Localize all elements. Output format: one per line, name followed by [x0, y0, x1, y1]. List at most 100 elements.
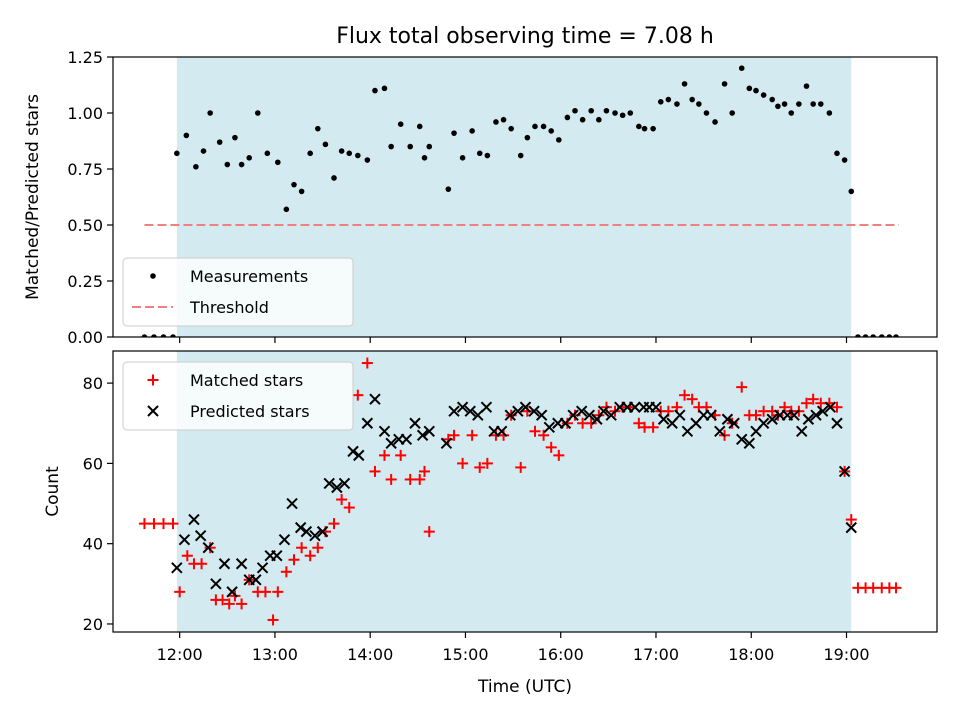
legend: Measurements Threshold	[122, 257, 354, 327]
x-b	[512, 405, 524, 417]
x-b	[309, 529, 321, 542]
data-point	[572, 107, 578, 114]
data-point	[845, 514, 857, 526]
data-point	[361, 357, 373, 369]
x-b	[728, 417, 740, 429]
data-point	[721, 81, 728, 87]
x-tick-label: 19:00	[823, 645, 869, 664]
data-point	[416, 429, 429, 442]
data-point	[736, 433, 748, 446]
x-b	[674, 409, 686, 421]
data-point	[267, 614, 279, 626]
data-point	[481, 457, 493, 469]
plot-area	[141, 65, 899, 337]
data-point	[309, 529, 321, 542]
x-b	[583, 409, 596, 421]
data-point	[294, 521, 307, 534]
data-point	[307, 150, 313, 157]
data-point	[528, 405, 540, 417]
axes-frame	[112, 56, 938, 338]
y-tick-label: 80	[83, 374, 103, 393]
y-tick-label: 0.75	[67, 160, 103, 179]
data-point	[331, 481, 343, 494]
data-point	[760, 92, 767, 98]
x-b	[480, 401, 493, 413]
x-b	[323, 477, 335, 490]
legend-box	[122, 257, 354, 327]
data-point	[193, 163, 199, 170]
data-point	[636, 123, 642, 130]
x-b	[504, 409, 516, 421]
data-point	[223, 598, 235, 610]
x-b	[650, 401, 662, 413]
data-point	[355, 152, 361, 159]
data-point	[800, 397, 812, 409]
data-point	[796, 425, 808, 437]
data-point	[493, 119, 499, 125]
data-point	[148, 518, 160, 530]
chart-title: Flux total observing time = 7.08 h	[336, 24, 714, 49]
data-point	[338, 148, 345, 154]
data-point	[300, 525, 313, 538]
data-point	[535, 409, 548, 421]
series-predicted-stars	[171, 393, 857, 598]
data-point	[714, 425, 726, 437]
data-point	[728, 417, 740, 429]
data-point	[775, 103, 781, 110]
data-point	[288, 554, 300, 566]
data-point	[553, 449, 565, 461]
data-point	[183, 132, 190, 139]
data-point	[280, 566, 292, 578]
data-point	[178, 533, 191, 546]
x-b	[202, 541, 214, 554]
data-point	[235, 558, 248, 570]
x-b	[788, 409, 800, 421]
x-tick-label: 14:00	[347, 645, 393, 664]
axes-frame	[112, 350, 938, 633]
data-point	[200, 148, 207, 154]
data-point	[772, 409, 784, 421]
data-point	[579, 116, 586, 123]
data-point	[512, 405, 524, 417]
data-point	[207, 110, 213, 116]
data-point	[696, 101, 702, 107]
data-point	[619, 112, 626, 119]
x-b	[838, 465, 851, 478]
data-point	[226, 586, 238, 598]
data-point	[686, 393, 698, 405]
data-point	[848, 188, 855, 195]
data-point	[445, 186, 452, 192]
data-point	[238, 161, 245, 168]
x-b	[271, 550, 283, 562]
x-b	[361, 417, 374, 429]
x-tick-label: 13:00	[252, 645, 298, 664]
x-b	[409, 417, 421, 429]
data-point	[291, 181, 297, 188]
x-b	[331, 481, 343, 494]
data-point	[397, 121, 404, 127]
x-b	[831, 417, 843, 429]
data-point	[202, 541, 214, 554]
data-point	[824, 401, 837, 413]
x-b	[816, 405, 829, 417]
data-point	[627, 110, 634, 116]
data-point	[746, 85, 753, 92]
x-b	[226, 586, 238, 598]
data-point	[810, 101, 816, 107]
data-point	[521, 405, 533, 417]
data-point	[545, 441, 557, 453]
data-point	[519, 401, 532, 413]
data-point	[456, 401, 469, 413]
data-point	[160, 334, 167, 337]
count-panel: 20 40 60 80 Count 12:00 13:00 14:00 15:00 16:00 17…	[43, 350, 938, 664]
data-point	[174, 586, 186, 598]
data-point	[810, 409, 822, 421]
data-point	[322, 141, 329, 148]
data-point	[421, 155, 428, 161]
data-point	[538, 429, 550, 441]
x-b	[845, 521, 857, 534]
data-point	[466, 429, 478, 441]
data-point	[141, 334, 148, 337]
data-point	[803, 83, 810, 89]
data-point	[409, 417, 421, 429]
